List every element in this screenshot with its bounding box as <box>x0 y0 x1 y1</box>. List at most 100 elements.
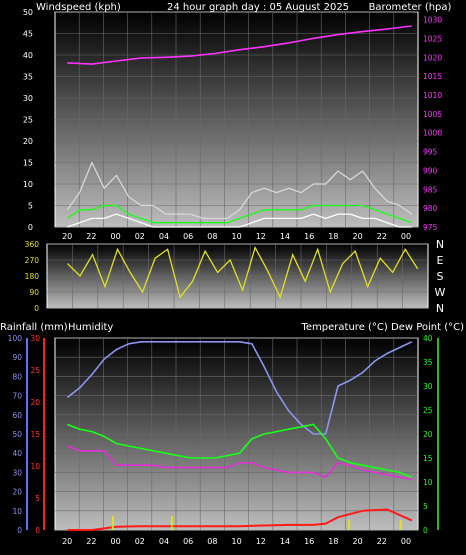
direction-tick-label: 270 <box>25 256 40 265</box>
x-tick-label: 06 <box>183 232 193 241</box>
x-tick-label: 12 <box>256 537 266 546</box>
windspeed-tick-label: 0 <box>28 223 33 232</box>
temperature-tick-label: 10 <box>423 478 433 487</box>
temperature-tick-label: 35 <box>423 358 433 367</box>
x-tick-label: 22 <box>86 537 96 546</box>
humidity-axis-label: Humidity <box>68 322 113 333</box>
x-tick-label: 18 <box>328 537 338 546</box>
windspeed-tick-label: 5 <box>28 202 33 211</box>
x-tick-label: 08 <box>207 232 217 241</box>
x-tick-label: 02 <box>135 537 145 546</box>
temperature-tick-label: 25 <box>423 406 433 415</box>
x-tick-label: 08 <box>207 537 217 546</box>
x-tick-label: 22 <box>86 232 96 241</box>
rainfall-tick-label: 15 <box>30 430 40 439</box>
windspeed-tick-label: 30 <box>23 94 33 103</box>
x-tick-label: 20 <box>353 537 363 546</box>
direction-tick-label: 360 <box>25 240 40 249</box>
barometer-tick-label: 1005 <box>423 110 442 119</box>
temperature-line <box>67 423 413 478</box>
wind-direction-line <box>67 245 419 300</box>
barometer-tick-label: 995 <box>423 148 438 157</box>
x-tick-label: 04 <box>159 537 169 546</box>
humidity-tick-label: 100 <box>8 334 23 343</box>
rainfall-tick-label: 30 <box>30 334 40 343</box>
rainfall-tick-label: 10 <box>30 462 40 471</box>
humidity-tick-label: 40 <box>12 449 22 458</box>
x-tick-label: 16 <box>304 232 314 241</box>
rainfall-tick-label: 20 <box>30 398 40 407</box>
windspeed-tick-label: 50 <box>23 8 33 17</box>
x-tick-label: 06 <box>183 537 193 546</box>
windspeed-tick-label: 40 <box>23 51 33 60</box>
humidity-tick-label: 50 <box>12 430 22 439</box>
barometer-tick-label: 985 <box>423 185 438 194</box>
rainfall-tick-label: 5 <box>35 494 40 503</box>
barometer-tick-label: 975 <box>423 223 438 232</box>
x-tick-label: 10 <box>232 232 242 241</box>
compass-label: N <box>436 238 444 251</box>
barometer-tick-label: 990 <box>423 166 438 175</box>
rainfall-tick-label: 25 <box>30 366 40 375</box>
windspeed-tick-label: 45 <box>23 30 33 39</box>
humidity-tick-label: 60 <box>12 411 22 420</box>
barometer-tick-label: 1015 <box>423 72 442 81</box>
x-tick-label: 00 <box>401 232 411 241</box>
x-tick-label: 04 <box>159 232 169 241</box>
rainfall-total-line <box>67 508 413 531</box>
barometer-tick-label: 1025 <box>423 34 442 43</box>
barometer-axis-label: Barometer (hpa) <box>369 2 452 13</box>
temperature-tick-label: 0 <box>423 526 428 535</box>
barometer-line <box>67 25 412 65</box>
barometer-tick-label: 1000 <box>423 129 442 138</box>
x-tick-label: 20 <box>353 232 363 241</box>
x-tick-label: 20 <box>62 232 72 241</box>
temperature-axis-label: Temperature (°C) Dew Point (°C) <box>301 322 465 333</box>
x-tick-label: 14 <box>280 232 290 241</box>
humidity-tick-label: 20 <box>12 488 22 497</box>
temperature-tick-label: 40 <box>423 334 433 343</box>
barometer-tick-label: 980 <box>423 204 438 213</box>
rainfall-tick-label: 0 <box>35 526 40 535</box>
windspeed-tick-label: 35 <box>23 73 33 82</box>
humidity-line <box>66 341 413 435</box>
x-tick-label: 22 <box>377 232 387 241</box>
temperature-tick-label: 5 <box>423 502 428 511</box>
windspeed-tick-label: 10 <box>23 180 33 189</box>
dew-point-line <box>67 445 412 481</box>
direction-tick-label: 90 <box>29 288 39 297</box>
x-tick-label: 18 <box>328 232 338 241</box>
temperature-tick-label: 20 <box>423 430 433 439</box>
compass-label: E <box>437 254 444 267</box>
temperature-tick-label: 15 <box>423 454 433 463</box>
x-tick-label: 12 <box>256 232 266 241</box>
wind-average-line <box>66 204 413 224</box>
compass-label: S <box>437 270 444 283</box>
x-tick-label: 00 <box>111 537 121 546</box>
direction-tick-label: 0 <box>34 304 39 313</box>
windspeed-axis-label: Windspeed (kph) <box>36 2 121 13</box>
x-tick-label: 00 <box>401 537 411 546</box>
humidity-tick-label: 10 <box>12 507 22 516</box>
x-tick-label: 22 <box>377 537 387 546</box>
windspeed-tick-label: 20 <box>23 137 33 146</box>
windspeed-tick-label: 15 <box>23 159 33 168</box>
x-tick-label: 14 <box>280 537 290 546</box>
x-tick-label: 16 <box>304 537 314 546</box>
compass-label: W <box>435 286 446 299</box>
x-tick-label: 10 <box>232 537 242 546</box>
rainfall-axis-label: Rainfall (mm) <box>0 322 68 333</box>
barometer-tick-label: 1020 <box>423 53 442 62</box>
humidity-tick-label: 80 <box>12 372 22 381</box>
wind-gust-line <box>66 161 413 220</box>
barometer-tick-label: 1010 <box>423 91 442 100</box>
x-tick-label: 02 <box>135 232 145 241</box>
chart-title: 24 hour graph day : 05 August 2025 <box>167 2 349 13</box>
x-tick-label: 20 <box>62 537 72 546</box>
humidity-tick-label: 90 <box>12 353 22 362</box>
humidity-tick-label: 30 <box>12 468 22 477</box>
temperature-tick-label: 30 <box>423 382 433 391</box>
wind-lull-line <box>67 213 412 228</box>
windspeed-tick-label: 25 <box>23 116 33 125</box>
